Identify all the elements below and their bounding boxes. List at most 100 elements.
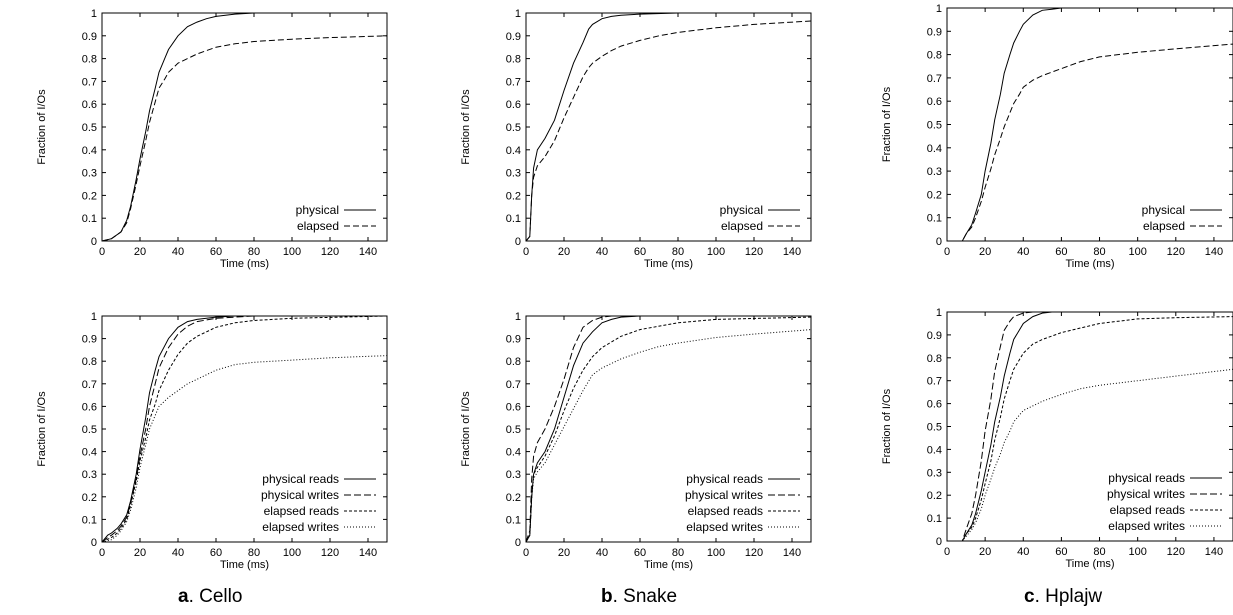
y-tick-label: 0.5 bbox=[506, 424, 521, 436]
y-tick-label: 0 bbox=[91, 537, 97, 549]
x-tick-label: 40 bbox=[1017, 246, 1029, 258]
x-tick-label: 80 bbox=[672, 246, 684, 258]
x-tick-label: 140 bbox=[1205, 246, 1223, 258]
y-tick-label: 0 bbox=[515, 236, 521, 248]
plot-frame bbox=[946, 311, 1233, 542]
legend-label: elapsed writes bbox=[1108, 519, 1185, 533]
series-line-physical bbox=[526, 13, 811, 241]
y-tick-label: 0.4 bbox=[82, 145, 97, 157]
x-axis-label: Time (ms) bbox=[1065, 558, 1114, 570]
x-tick-label: 140 bbox=[783, 246, 801, 258]
y-tick-label: 0.8 bbox=[82, 54, 97, 66]
x-tick-label: 0 bbox=[99, 246, 105, 258]
y-tick-label: 0.9 bbox=[506, 334, 521, 346]
y-tick-label: 0.9 bbox=[506, 31, 521, 43]
x-tick-label: 60 bbox=[634, 547, 646, 559]
x-tick-label: 100 bbox=[1128, 546, 1146, 558]
series-line-physical-writes bbox=[526, 316, 811, 542]
plot-frame bbox=[525, 315, 812, 543]
x-tick-label: 80 bbox=[248, 246, 260, 258]
legend-label: physical bbox=[720, 203, 763, 217]
caption-snake: b. Snake bbox=[601, 586, 678, 607]
x-tick-label: 0 bbox=[99, 547, 105, 559]
y-tick-label: 0.4 bbox=[506, 447, 521, 459]
x-tick-label: 40 bbox=[172, 547, 184, 559]
y-axis-label: Fraction of I/Os bbox=[36, 89, 48, 165]
y-tick-label: 1 bbox=[91, 8, 97, 20]
x-tick-label: 100 bbox=[707, 547, 725, 559]
x-tick-label: 0 bbox=[944, 246, 950, 258]
legend-label: elapsed reads bbox=[1110, 503, 1185, 517]
y-tick-label: 1 bbox=[91, 311, 97, 323]
y-tick-label: 0.2 bbox=[82, 492, 97, 504]
y-tick-label: 0.5 bbox=[82, 424, 97, 436]
y-tick-label: 0.6 bbox=[927, 96, 942, 108]
x-tick-label: 120 bbox=[321, 246, 339, 258]
chart-cello-bottom: 0 0.1 0.2 0.3 0.4 0.5 0.6 0.7 0.8 0.9 1 0 20 40 60 80 10… bbox=[36, 311, 388, 571]
x-tick-label: 120 bbox=[1167, 246, 1185, 258]
x-tick-label: 40 bbox=[172, 246, 184, 258]
series-line-elapsed bbox=[947, 43, 1233, 241]
series-line-physical-reads bbox=[102, 316, 387, 542]
x-tick-label: 140 bbox=[359, 547, 377, 559]
y-tick-label: 0.1 bbox=[927, 213, 942, 225]
y-tick-label: 0.5 bbox=[506, 122, 521, 134]
y-tick-label: 0.7 bbox=[927, 376, 942, 388]
y-tick-label: 1 bbox=[936, 3, 942, 15]
legend-label: physical bbox=[296, 203, 339, 217]
y-tick-label: 0.1 bbox=[506, 514, 521, 526]
x-tick-label: 80 bbox=[1093, 546, 1105, 558]
y-tick-label: 0.7 bbox=[506, 379, 521, 391]
y-tick-label: 0.3 bbox=[82, 469, 97, 481]
y-tick-label: 0.1 bbox=[927, 513, 942, 525]
x-axis-label: Time (ms) bbox=[220, 258, 269, 270]
x-tick-label: 40 bbox=[1017, 546, 1029, 558]
legend-label: physical reads bbox=[686, 472, 763, 486]
y-tick-label: 0.9 bbox=[82, 334, 97, 346]
y-tick-label: 0.3 bbox=[927, 467, 942, 479]
y-tick-label: 0.6 bbox=[82, 401, 97, 413]
y-tick-label: 0.7 bbox=[506, 76, 521, 88]
y-tick-label: 0.9 bbox=[927, 26, 942, 38]
chart-hplajw-top: 0 0.1 0.2 0.3 0.4 0.5 0.6 0.7 0.8 0.9 1 0 20 40 60 80 10… bbox=[881, 3, 1233, 270]
y-tick-label: 0.3 bbox=[506, 168, 521, 180]
x-tick-label: 40 bbox=[596, 547, 608, 559]
series-line-physical-reads bbox=[947, 312, 1233, 541]
plot-frame bbox=[525, 12, 812, 242]
x-tick-label: 140 bbox=[359, 246, 377, 258]
x-tick-label: 20 bbox=[558, 246, 570, 258]
x-tick-label: 0 bbox=[523, 547, 529, 559]
y-tick-label: 0.7 bbox=[82, 379, 97, 391]
plot-frame bbox=[101, 12, 388, 242]
y-tick-label: 0.2 bbox=[82, 190, 97, 202]
x-tick-label: 20 bbox=[134, 246, 146, 258]
legend-label: physical reads bbox=[1108, 471, 1185, 485]
y-tick-label: 0.4 bbox=[927, 444, 942, 456]
legend-label: physical writes bbox=[685, 488, 763, 502]
y-axis-label: Fraction of I/Os bbox=[460, 391, 472, 467]
series-line-elapsed bbox=[526, 20, 811, 241]
y-tick-label: 0.3 bbox=[927, 166, 942, 178]
y-tick-label: 1 bbox=[515, 311, 521, 323]
series-line-physical-writes bbox=[102, 316, 387, 542]
y-tick-label: 0.4 bbox=[82, 447, 97, 459]
x-tick-label: 120 bbox=[1167, 546, 1185, 558]
y-tick-label: 0.8 bbox=[927, 353, 942, 365]
series-line-elapsed-writes bbox=[947, 368, 1233, 541]
legend-label: physical writes bbox=[261, 488, 339, 502]
series-line-physical-reads bbox=[526, 316, 811, 542]
y-tick-label: 0.9 bbox=[927, 330, 942, 342]
series-line-elapsed bbox=[102, 35, 387, 241]
x-tick-label: 100 bbox=[707, 246, 725, 258]
chart-snake-bottom: 0 0.1 0.2 0.3 0.4 0.5 0.6 0.7 0.8 0.9 1 0 20 40 60 80 10… bbox=[460, 311, 812, 571]
y-tick-label: 1 bbox=[936, 307, 942, 319]
y-tick-label: 0 bbox=[515, 537, 521, 549]
chart-hplajw-bottom: 0 0.1 0.2 0.3 0.4 0.5 0.6 0.7 0.8 0.9 1 0 20 40 60 80 10… bbox=[881, 307, 1233, 570]
x-tick-label: 60 bbox=[210, 246, 222, 258]
series-line-elapsed-reads bbox=[947, 316, 1233, 541]
y-tick-label: 0.8 bbox=[506, 54, 521, 66]
x-tick-label: 100 bbox=[283, 547, 301, 559]
legend-label: elapsed bbox=[297, 219, 339, 233]
y-tick-label: 0.9 bbox=[82, 31, 97, 43]
y-tick-label: 0.8 bbox=[82, 356, 97, 368]
